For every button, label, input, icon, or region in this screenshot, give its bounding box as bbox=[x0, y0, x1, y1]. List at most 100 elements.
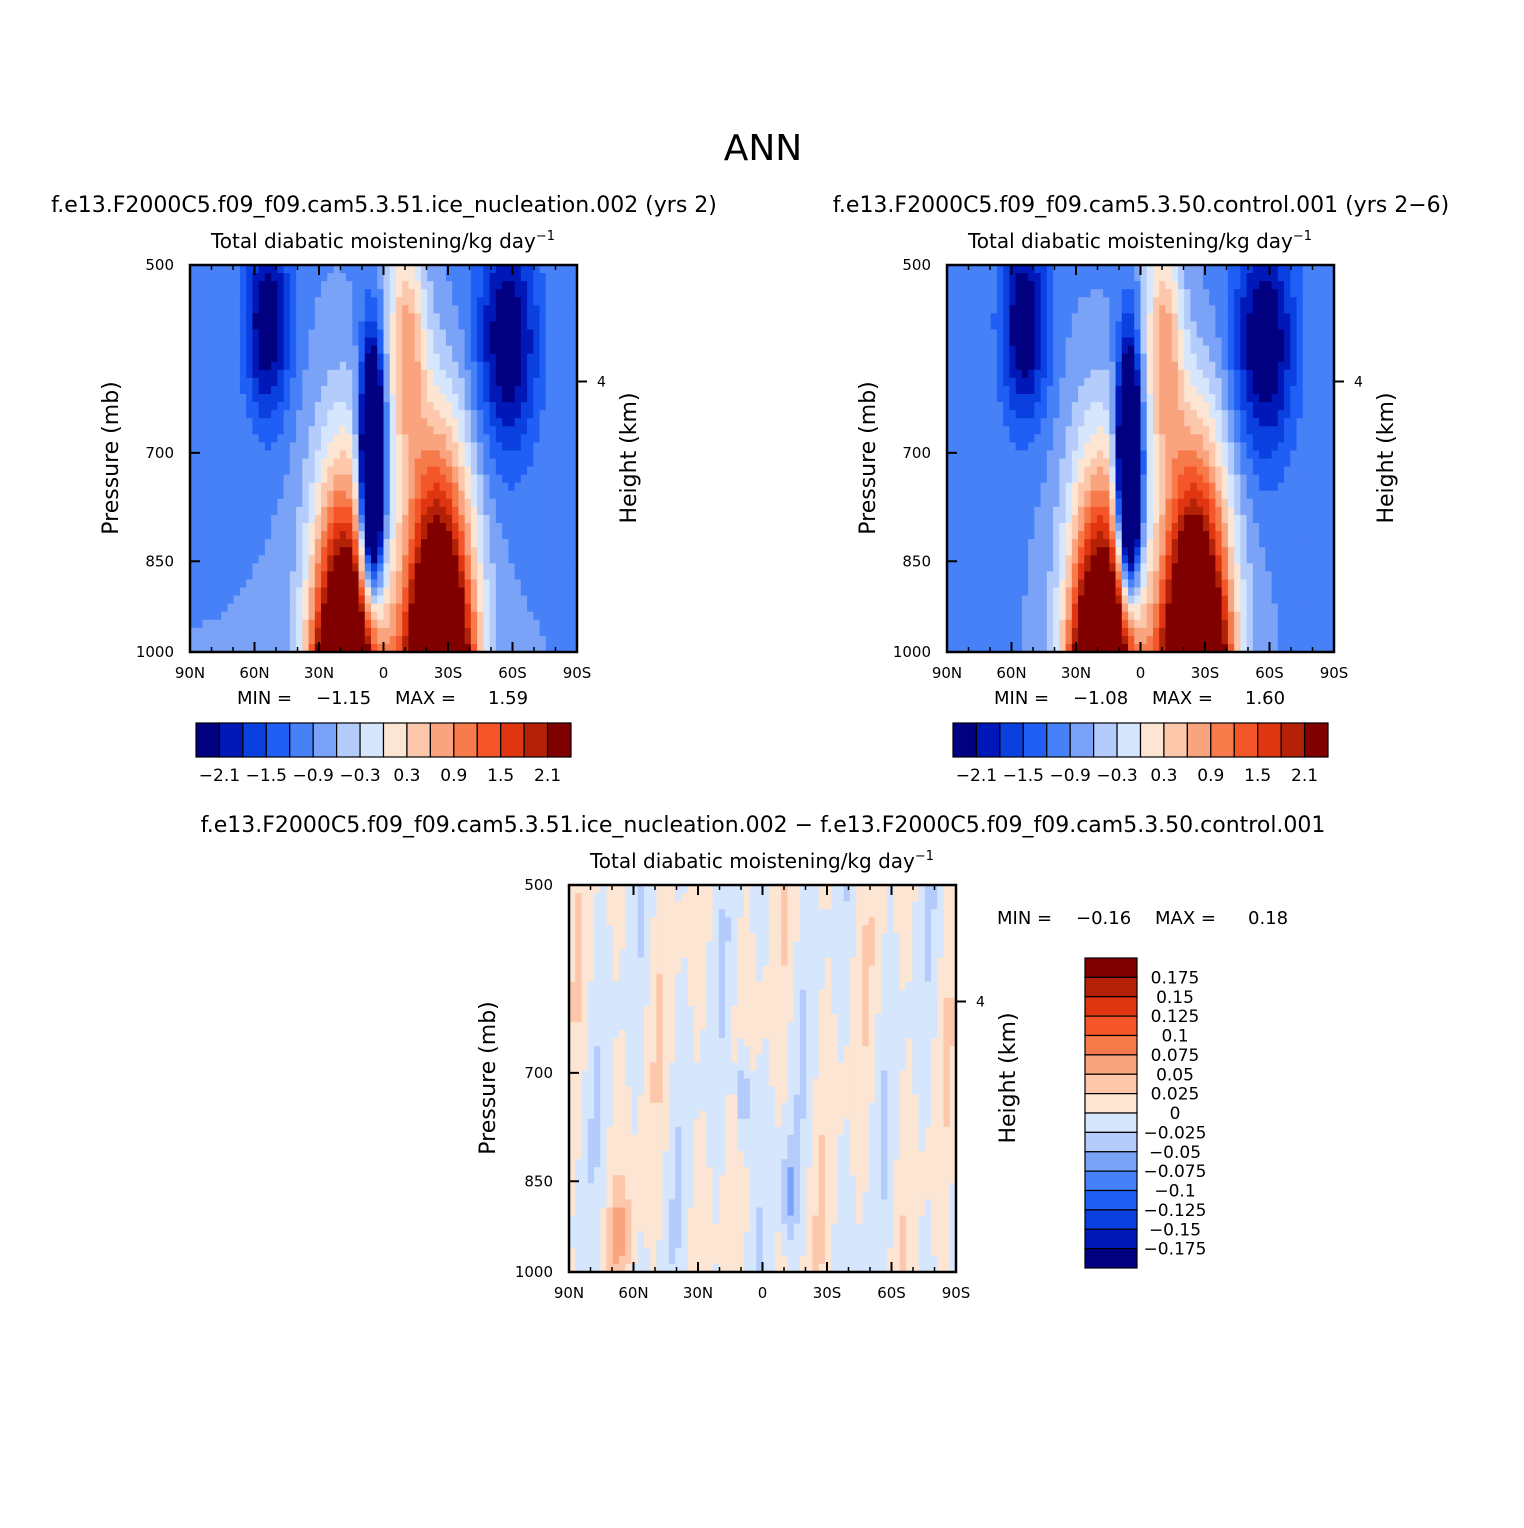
contour-cell bbox=[246, 330, 253, 339]
contour-cell bbox=[959, 459, 966, 468]
contour-cell bbox=[1072, 418, 1079, 427]
contour-cell bbox=[1047, 620, 1054, 629]
contour-cell bbox=[533, 579, 540, 588]
colorbar-swatch bbox=[266, 723, 289, 757]
contour-cell bbox=[1053, 604, 1060, 613]
contour-cell bbox=[1147, 330, 1154, 339]
contour-cell bbox=[496, 483, 503, 492]
contour-cell bbox=[252, 346, 259, 355]
contour-cell bbox=[227, 289, 234, 298]
contour-cell bbox=[978, 588, 985, 597]
contour-cell bbox=[1053, 418, 1060, 427]
contour-cell bbox=[966, 507, 973, 516]
contour-cell bbox=[1116, 426, 1123, 435]
contour-cell bbox=[1066, 450, 1073, 459]
contour-cell bbox=[1116, 354, 1123, 363]
contour-cell bbox=[271, 410, 278, 419]
contour-cell bbox=[1041, 402, 1048, 411]
contour-cell bbox=[277, 346, 284, 355]
contour-cell bbox=[359, 442, 366, 451]
contour-cell bbox=[334, 434, 341, 443]
contour-cell bbox=[346, 563, 353, 572]
contour-cell bbox=[277, 330, 284, 339]
contour-cell bbox=[1153, 523, 1160, 532]
contour-cell bbox=[227, 483, 234, 492]
contour-cell bbox=[1053, 434, 1060, 443]
contour-cell bbox=[1116, 346, 1123, 355]
contour-cell bbox=[1016, 450, 1023, 459]
contour-cell bbox=[433, 523, 440, 532]
contour-cell bbox=[246, 378, 253, 387]
contour-cell bbox=[496, 442, 503, 451]
contour-cell bbox=[552, 289, 559, 298]
contour-cell bbox=[290, 289, 297, 298]
contour-cell bbox=[452, 265, 459, 274]
contour-cell bbox=[384, 523, 391, 532]
contour-cell bbox=[1103, 491, 1110, 500]
contour-cell bbox=[552, 338, 559, 347]
contour-cell bbox=[1128, 579, 1135, 588]
contour-cell bbox=[234, 386, 241, 395]
contour-cell bbox=[196, 321, 203, 330]
contour-cell bbox=[558, 297, 565, 306]
contour-cell bbox=[408, 402, 415, 411]
contour-cell bbox=[1147, 596, 1154, 605]
contour-cell bbox=[1109, 588, 1116, 597]
contour-cell bbox=[477, 515, 484, 524]
contour-cell bbox=[1034, 588, 1041, 597]
contour-cell bbox=[302, 612, 309, 621]
contour-cell bbox=[309, 628, 316, 637]
contour-cell bbox=[277, 483, 284, 492]
contour-cell bbox=[565, 313, 572, 322]
contour-cell bbox=[1009, 604, 1016, 613]
contour-cell bbox=[352, 426, 359, 435]
contour-cell bbox=[446, 362, 453, 371]
contour-cell bbox=[340, 596, 347, 605]
contour-cell bbox=[402, 483, 409, 492]
contour-cell bbox=[271, 402, 278, 411]
contour-cell bbox=[1066, 297, 1073, 306]
contour-cell bbox=[1103, 370, 1110, 379]
contour-cell bbox=[565, 273, 572, 282]
contour-cell bbox=[271, 563, 278, 572]
contour-cell bbox=[202, 531, 209, 540]
contour-cell bbox=[1109, 346, 1116, 355]
contour-cell bbox=[978, 370, 985, 379]
contour-cell bbox=[1141, 265, 1148, 274]
contour-cell bbox=[1066, 370, 1073, 379]
contour-cell bbox=[265, 628, 272, 637]
contour-cell bbox=[315, 394, 322, 403]
contour-cell bbox=[502, 531, 509, 540]
contour-cell bbox=[1009, 281, 1016, 290]
contour-cell bbox=[978, 273, 985, 282]
contour-cell bbox=[458, 313, 465, 322]
contour-cell bbox=[440, 346, 447, 355]
contour-cell bbox=[402, 475, 409, 484]
contour-cell bbox=[259, 386, 266, 395]
contour-cell bbox=[1097, 547, 1104, 556]
contour-cell bbox=[540, 596, 547, 605]
contour-cell bbox=[252, 547, 259, 556]
contour-cell bbox=[215, 442, 222, 451]
contour-cell bbox=[1003, 483, 1010, 492]
contour-cell bbox=[1066, 491, 1073, 500]
contour-cell bbox=[371, 297, 378, 306]
contour-cell bbox=[1084, 289, 1091, 298]
contour-cell bbox=[1159, 426, 1166, 435]
contour-cell bbox=[1047, 386, 1054, 395]
contour-cell bbox=[1159, 620, 1166, 629]
contour-cell bbox=[1147, 459, 1154, 468]
contour-cell bbox=[1165, 313, 1172, 322]
contour-cell bbox=[284, 612, 291, 621]
contour-cell bbox=[1034, 515, 1041, 524]
contour-cell bbox=[209, 281, 216, 290]
contour-cell bbox=[290, 588, 297, 597]
contour-cell bbox=[271, 305, 278, 314]
contour-cell bbox=[1147, 563, 1154, 572]
contour-cell bbox=[1116, 313, 1123, 322]
contour-cell bbox=[1159, 588, 1166, 597]
contour-cell bbox=[202, 354, 209, 363]
contour-cell bbox=[359, 378, 366, 387]
contour-cell bbox=[1147, 523, 1154, 532]
contour-cell bbox=[997, 531, 1004, 540]
